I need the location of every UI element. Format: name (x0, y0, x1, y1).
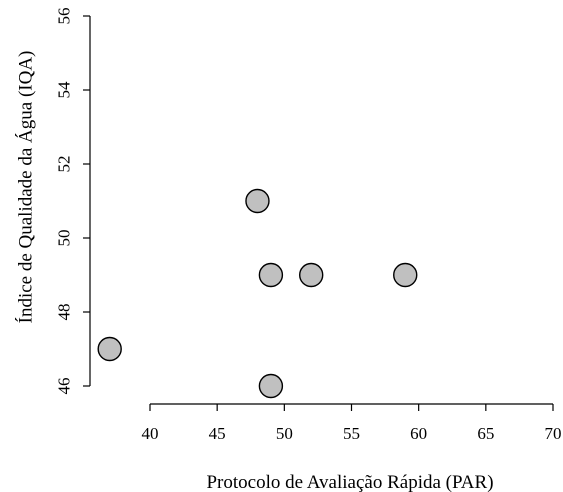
y-tick-label: 50 (55, 230, 74, 247)
y-tick-label: 56 (55, 8, 74, 25)
data-point (258, 373, 284, 399)
x-tick-label: 65 (477, 424, 494, 443)
data-point (258, 262, 284, 288)
x-axis-ticks: 40 45 50 55 60 65 70 (142, 404, 562, 443)
data-point (393, 262, 418, 288)
x-tick-label: 60 (410, 424, 427, 443)
x-axis-title: Protocolo de Avaliação Rápida (PAR) (206, 472, 493, 492)
y-tick-label: 48 (55, 304, 74, 321)
data-point (245, 188, 270, 214)
y-tick-label: 54 (55, 81, 74, 99)
y-tick-label: 52 (55, 156, 74, 173)
x-tick-label: 50 (276, 424, 293, 443)
x-tick-label: 55 (343, 424, 360, 443)
x-tick-label: 45 (209, 424, 226, 443)
data-points (97, 188, 418, 399)
x-tick-label: 40 (142, 424, 159, 443)
data-point (97, 336, 122, 362)
x-tick-label: 70 (545, 424, 562, 443)
y-axis-title: Índice de Qualidade da Água (IQA) (15, 51, 37, 324)
y-tick-label: 46 (55, 378, 74, 395)
y-axis-ticks: 46 48 50 52 54 56 (55, 8, 90, 395)
data-point (299, 262, 324, 288)
